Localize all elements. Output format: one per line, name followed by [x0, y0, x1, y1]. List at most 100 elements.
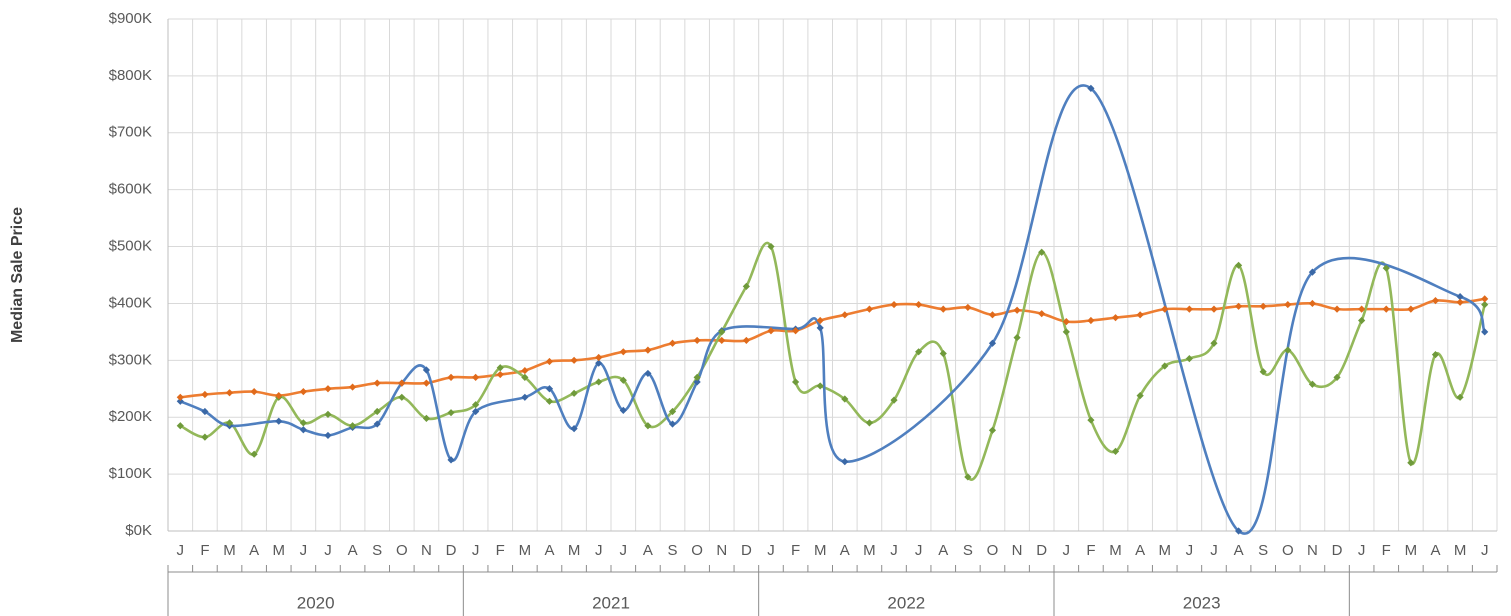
- x-tick-label: J: [915, 542, 923, 559]
- data-point: [472, 401, 480, 409]
- data-point: [619, 406, 627, 414]
- x-tick-label: M: [1109, 542, 1122, 559]
- y-tick-label: $0K: [125, 522, 152, 539]
- x-tick-label: F: [496, 542, 505, 559]
- data-point: [1210, 305, 1218, 313]
- x-tick-label: J: [472, 542, 480, 559]
- data-point: [1382, 305, 1390, 313]
- x-tick-label: M: [1405, 542, 1418, 559]
- data-point: [693, 373, 701, 381]
- data-point: [841, 457, 849, 466]
- data-point: [1185, 355, 1193, 363]
- data-point: [348, 383, 357, 391]
- data-point: [1087, 316, 1095, 325]
- y-tick-label: $300K: [109, 351, 152, 368]
- data-point: [324, 410, 332, 418]
- data-point: [939, 305, 947, 313]
- x-tick-label: M: [273, 542, 286, 559]
- data-point: [1062, 328, 1070, 336]
- x-tick-label: J: [177, 542, 185, 559]
- data-point: [422, 379, 431, 387]
- data-point: [1136, 392, 1144, 400]
- x-tick-label: M: [1454, 542, 1467, 559]
- data-point: [1431, 351, 1440, 359]
- x-tick-label: A: [840, 542, 850, 559]
- data-point: [1456, 393, 1464, 401]
- data-point: [1358, 316, 1366, 325]
- data-point: [472, 373, 480, 381]
- data-point: [1013, 306, 1021, 314]
- y-axis-title: Median Sale Price: [9, 207, 26, 343]
- data-point: [816, 324, 824, 332]
- x-tick-label: O: [987, 542, 999, 559]
- x-tick-label: N: [421, 542, 432, 559]
- data-point: [496, 370, 504, 379]
- data-point: [373, 379, 381, 387]
- data-point: [595, 359, 603, 367]
- data-point: [915, 300, 923, 309]
- data-point: [1333, 373, 1341, 381]
- group-label: 2022: [887, 593, 925, 612]
- data-point: [521, 366, 529, 375]
- data-point: [890, 300, 898, 309]
- data-point: [890, 396, 898, 404]
- data-point: [570, 356, 578, 364]
- data-point: [545, 385, 554, 393]
- data-point: [250, 450, 258, 458]
- data-point: [841, 395, 849, 403]
- x-tick-label: D: [1332, 542, 1343, 559]
- x-tick-label: J: [1210, 542, 1218, 559]
- x-tick-label: D: [446, 542, 457, 559]
- x-tick-label: A: [1234, 542, 1244, 559]
- x-tick-label: S: [963, 542, 973, 559]
- x-tick-label: A: [643, 542, 653, 559]
- data-point: [595, 353, 603, 362]
- data-point: [1358, 305, 1366, 313]
- data-point: [668, 339, 677, 347]
- data-point: [201, 433, 209, 441]
- data-point: [1308, 268, 1317, 276]
- data-point: [201, 407, 209, 416]
- data-point: [1481, 300, 1489, 309]
- x-tick-label: J: [620, 542, 628, 559]
- x-tick-label: N: [1307, 542, 1318, 559]
- data-point: [250, 388, 258, 396]
- x-tick-label: N: [716, 542, 727, 559]
- data-point: [545, 397, 554, 405]
- data-point: [1161, 362, 1169, 370]
- x-tick-label: J: [1358, 542, 1366, 559]
- x-tick-label: M: [814, 542, 827, 559]
- group-label: 2020: [297, 593, 335, 612]
- data-point: [1161, 305, 1169, 313]
- data-point: [521, 393, 529, 401]
- x-tick-label: J: [595, 542, 603, 559]
- data-point: [348, 422, 357, 430]
- data-point: [718, 336, 726, 345]
- data-point: [176, 422, 184, 430]
- data-point: [865, 305, 874, 313]
- x-tick-label: J: [324, 542, 332, 559]
- x-tick-label: A: [1430, 542, 1440, 559]
- data-point: [595, 378, 603, 386]
- x-tick-label: J: [300, 542, 308, 559]
- data-point: [324, 385, 332, 393]
- data-point: [668, 420, 677, 428]
- data-point: [1382, 264, 1390, 272]
- data-point: [1456, 293, 1464, 301]
- x-tick-label: A: [544, 542, 554, 559]
- data-point: [988, 426, 997, 434]
- x-tick-label: J: [1063, 542, 1071, 559]
- data-point: [1013, 333, 1021, 342]
- x-tick-label: J: [1186, 542, 1194, 559]
- data-point: [1111, 447, 1120, 455]
- x-tick-label: O: [691, 542, 703, 559]
- data-point: [447, 373, 455, 381]
- data-point: [1284, 300, 1292, 309]
- x-tick-label: M: [223, 542, 236, 559]
- data-point: [1481, 328, 1489, 336]
- y-tick-label: $900K: [109, 10, 152, 27]
- data-point: [718, 328, 726, 336]
- data-point: [1259, 302, 1267, 310]
- x-tick-label: D: [741, 542, 752, 559]
